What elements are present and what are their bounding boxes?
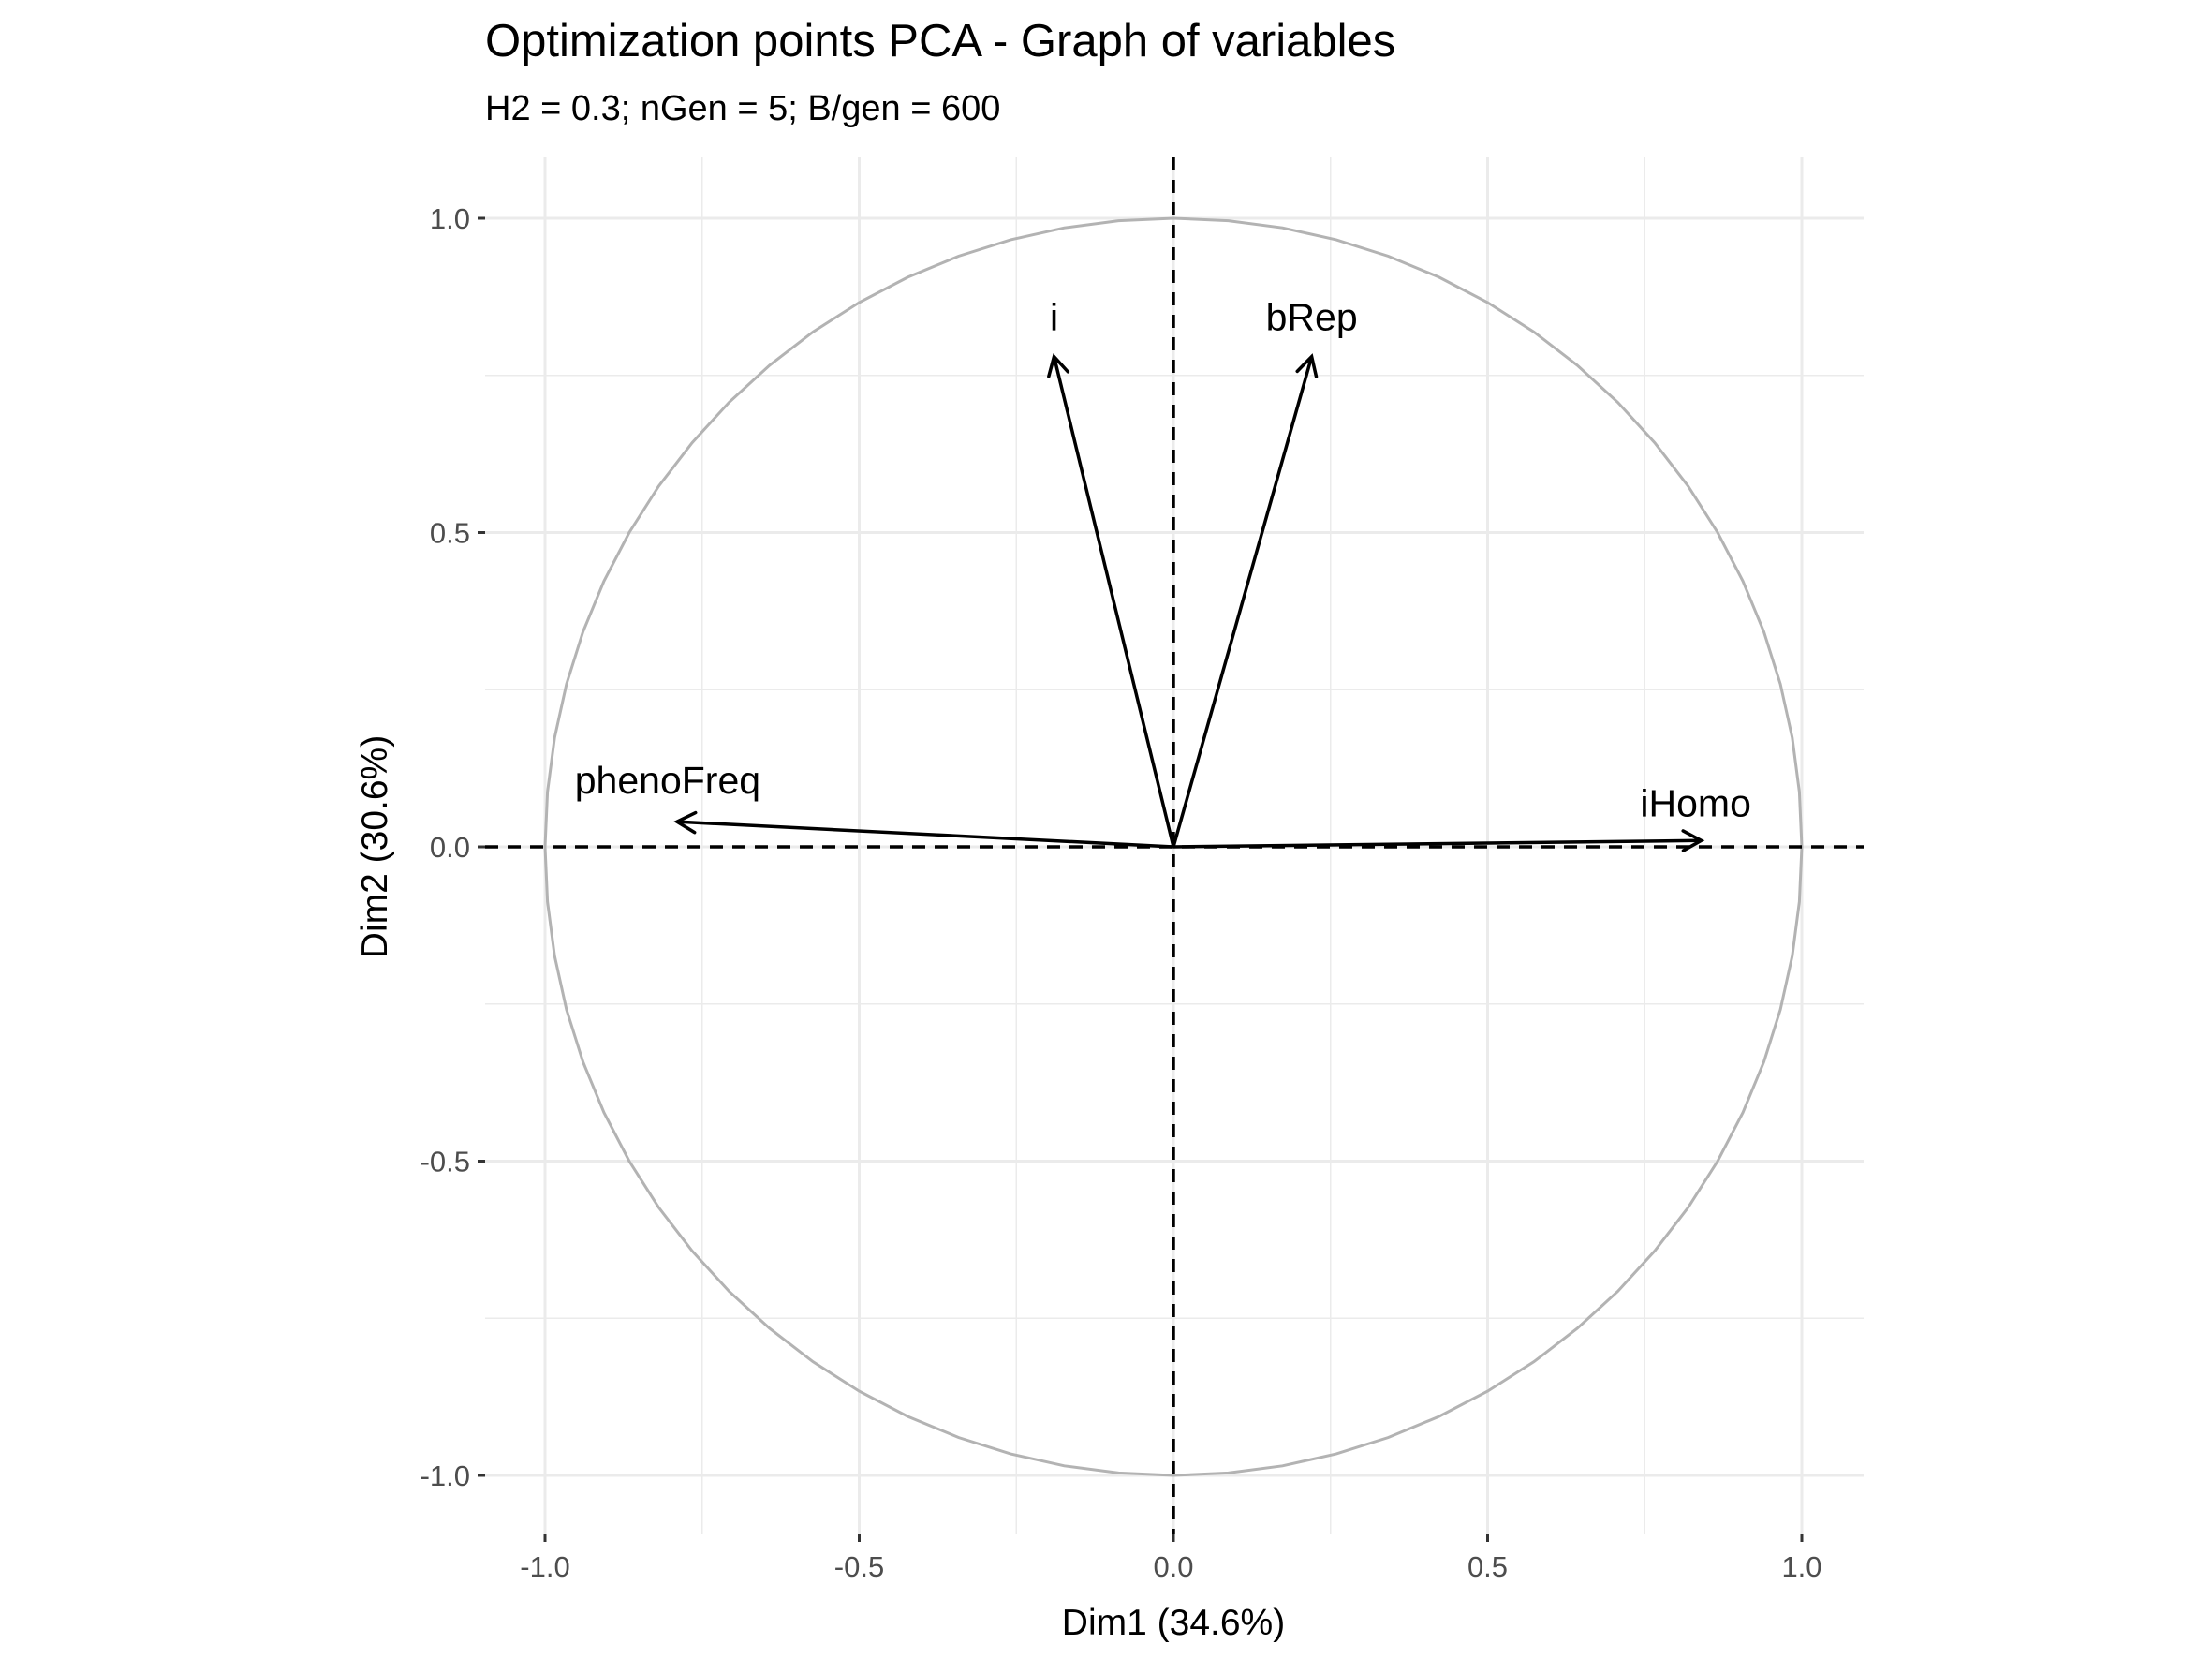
- correlation-circle: [543, 216, 1804, 1477]
- variable-label-i: i: [1050, 296, 1058, 339]
- arrow-head-phenofreq: [673, 810, 698, 835]
- y-tick-label: 1.0: [430, 202, 470, 235]
- reference-lines: [485, 157, 1864, 1534]
- arrow-shaft-phenofreq: [676, 820, 1174, 849]
- y-tick-label: -0.5: [420, 1146, 470, 1178]
- x-tick-label: -0.5: [834, 1550, 884, 1583]
- arrow-head-ihomo: [1681, 829, 1705, 852]
- arrow-shaft-ihomo: [1172, 838, 1702, 849]
- arrow-head-brep: [1295, 353, 1319, 378]
- y-tick-label: -1.0: [420, 1459, 470, 1492]
- x-tick-label: 0.5: [1467, 1550, 1508, 1583]
- x-tick-label: -1.0: [520, 1550, 569, 1583]
- variable-label-phenofreq: phenoFreq: [575, 759, 760, 802]
- arrow-shaft-i: [1052, 356, 1175, 848]
- arrow-head-i: [1047, 353, 1070, 378]
- axes: -1.0 -0.5 0.0 0.5 1.0 -1.0 -0.5 0.0 0.5 1.0: [420, 202, 1822, 1583]
- variable-arrows: i bRep phenoFreq iHomo: [575, 296, 1751, 852]
- x-axis-title: Dim1 (34.6%): [1062, 1603, 1285, 1643]
- chart-subtitle: H2 = 0.3; nGen = 5; B/gen = 600: [485, 89, 1000, 128]
- chart-title: Optimization points PCA - Graph of varia…: [485, 16, 1395, 67]
- y-tick-label: 0.0: [430, 831, 470, 864]
- arrow-shaft-brep: [1172, 356, 1314, 848]
- y-tick-label: 0.5: [430, 517, 470, 550]
- x-tick-label: 0.0: [1153, 1550, 1193, 1583]
- y-axis-title: Dim2 (30.6%): [355, 735, 395, 958]
- variable-label-brep: bRep: [1266, 296, 1358, 339]
- variable-label-ihomo: iHomo: [1640, 781, 1750, 824]
- x-tick-label: 1.0: [1781, 1550, 1821, 1583]
